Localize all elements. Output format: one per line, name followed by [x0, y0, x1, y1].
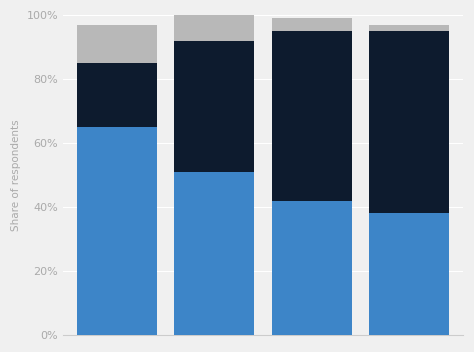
Bar	[272, 201, 352, 335]
Bar	[272, 31, 352, 201]
Bar	[369, 213, 449, 335]
Y-axis label: Share of respondents: Share of respondents	[11, 119, 21, 231]
Bar	[272, 18, 352, 31]
Bar	[77, 25, 157, 63]
Bar	[77, 127, 157, 335]
Bar	[77, 63, 157, 127]
Bar	[174, 172, 254, 335]
Bar	[174, 15, 254, 41]
Bar	[369, 31, 449, 213]
Bar	[369, 25, 449, 31]
Bar	[174, 41, 254, 172]
